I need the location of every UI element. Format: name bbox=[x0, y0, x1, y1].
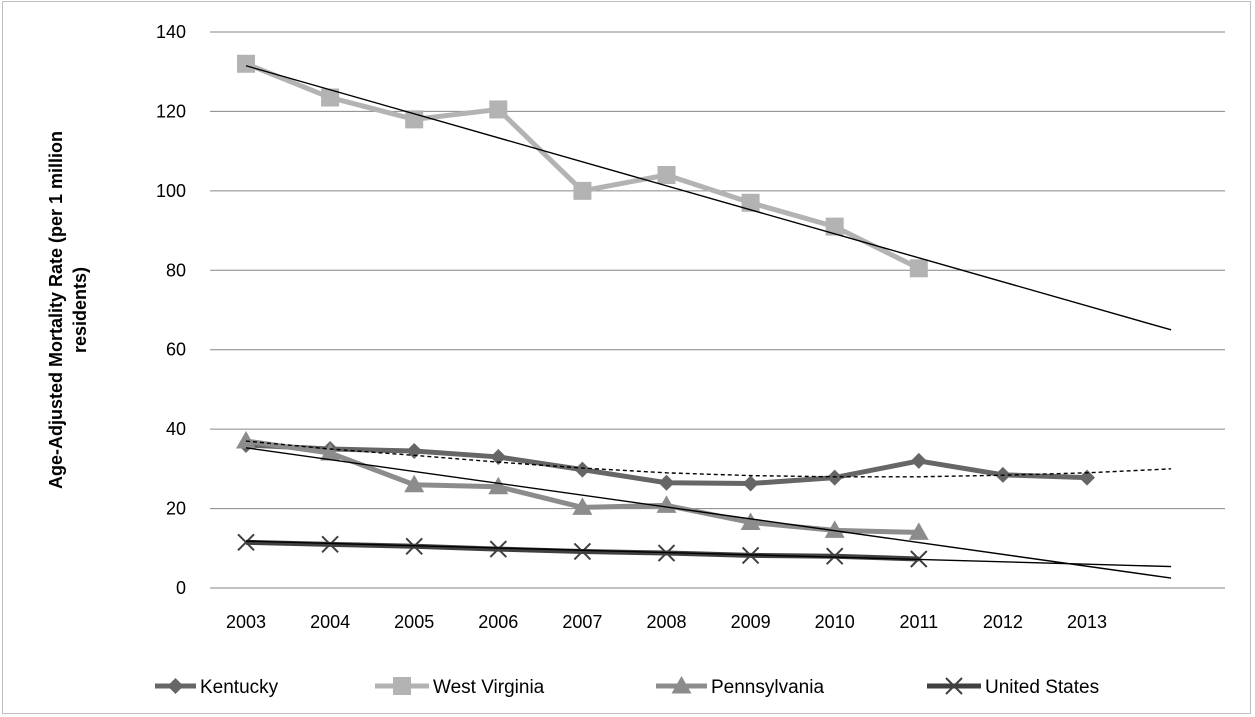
y-tick-label: 120 bbox=[156, 101, 186, 121]
trendline-2 bbox=[245, 447, 1172, 579]
trendline-4 bbox=[245, 540, 1172, 568]
data-point-west-virginia bbox=[489, 100, 508, 119]
x-tick-label: 2009 bbox=[731, 612, 771, 632]
data-point-kentucky bbox=[658, 474, 675, 491]
y-tick-label: 40 bbox=[166, 419, 186, 439]
data-point-pennsylvania bbox=[236, 431, 256, 449]
data-point-west-virginia bbox=[825, 217, 844, 236]
x-tick-label: 2010 bbox=[815, 612, 855, 632]
data-point-kentucky bbox=[406, 442, 423, 459]
data-point-west-virginia bbox=[573, 181, 592, 200]
x-tick-label: 2003 bbox=[226, 612, 266, 632]
y-axis-title-line: residents) bbox=[70, 267, 90, 353]
data-point-kentucky bbox=[1079, 469, 1095, 486]
y-axis-title-line: Age-Adjusted Mortality Rate (per 1 milli… bbox=[46, 131, 66, 489]
data-point-pennsylvania bbox=[908, 522, 929, 540]
legend-marker-united-states bbox=[945, 677, 963, 695]
data-point-united-states bbox=[825, 547, 844, 565]
y-tick-label: 60 bbox=[166, 340, 186, 360]
data-point-kentucky bbox=[574, 461, 591, 478]
data-point-pennsylvania bbox=[404, 474, 425, 493]
data-point-west-virginia bbox=[741, 193, 760, 212]
y-axis-title: Age-Adjusted Mortality Rate (per 1 milli… bbox=[46, 131, 90, 489]
series-line-pennsylvania bbox=[245, 438, 919, 535]
data-point-pennsylvania bbox=[488, 476, 509, 495]
data-point-united-states bbox=[237, 533, 255, 552]
legend-label-united-states: United States bbox=[985, 677, 1099, 698]
x-tick-label: 2005 bbox=[394, 612, 434, 632]
legend-marker-west-virginia bbox=[393, 677, 411, 695]
y-tick-label: 140 bbox=[156, 22, 186, 42]
trendline-3 bbox=[245, 440, 1172, 478]
data-point-united-states bbox=[573, 542, 592, 561]
x-tick-label: 2004 bbox=[310, 612, 350, 632]
data-point-pennsylvania bbox=[656, 495, 677, 513]
data-point-kentucky bbox=[490, 448, 507, 465]
legend-label-west-virginia: West Virginia bbox=[433, 677, 545, 698]
trendline-1 bbox=[245, 65, 1172, 331]
legend-marker-kentucky bbox=[167, 678, 184, 694]
x-tick-label: 2006 bbox=[478, 612, 518, 632]
data-point-west-virginia bbox=[237, 54, 255, 73]
x-tick-label: 2007 bbox=[562, 612, 602, 632]
x-tick-label: 2013 bbox=[1067, 612, 1107, 632]
legend-label-kentucky: Kentucky bbox=[200, 677, 279, 698]
data-point-kentucky bbox=[742, 475, 759, 492]
data-point-west-virginia bbox=[909, 259, 928, 278]
data-point-kentucky bbox=[826, 469, 843, 486]
y-tick-label: 100 bbox=[156, 181, 186, 201]
data-point-united-states bbox=[489, 540, 508, 558]
legend-label-pennsylvania: Pennsylvania bbox=[711, 677, 824, 698]
y-tick-label: 20 bbox=[166, 499, 186, 519]
data-point-west-virginia bbox=[321, 88, 340, 107]
y-tick-label: 0 bbox=[176, 578, 186, 598]
data-point-kentucky bbox=[910, 452, 927, 469]
x-tick-label: 2008 bbox=[646, 612, 686, 632]
x-tick-label: 2012 bbox=[983, 612, 1023, 632]
data-point-west-virginia bbox=[657, 165, 676, 184]
data-point-pennsylvania bbox=[824, 520, 845, 538]
y-tick-label: 80 bbox=[166, 260, 186, 280]
data-point-pennsylvania bbox=[740, 512, 761, 530]
legend-marker-pennsylvania bbox=[671, 676, 692, 694]
data-point-united-states bbox=[321, 535, 339, 554]
data-point-pennsylvania bbox=[320, 442, 341, 461]
x-tick-label: 2011 bbox=[899, 612, 938, 632]
data-point-pennsylvania bbox=[572, 497, 593, 515]
